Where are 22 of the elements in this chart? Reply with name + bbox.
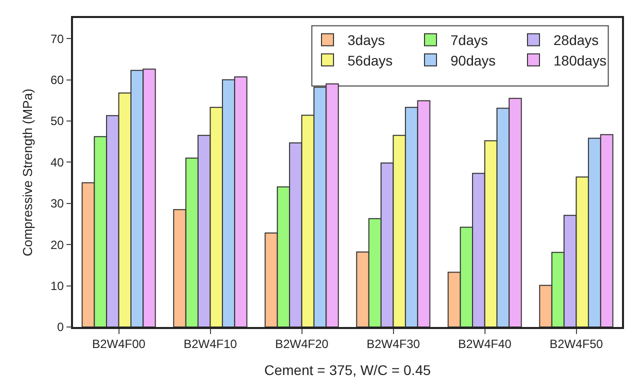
y-tick-label: 60: [50, 73, 64, 87]
legend-label: 3days: [348, 32, 385, 48]
y-tick-label: 40: [50, 155, 64, 170]
x-tick-label: B2W4F30: [366, 337, 420, 352]
legend-label: 90days: [450, 52, 496, 68]
y-tick-label: 50: [50, 114, 64, 128]
x-tick-label: B2W4F20: [275, 337, 329, 352]
x-tick-label: B2W4F50: [550, 337, 604, 352]
legend-label: 7days: [450, 32, 488, 48]
legend-label: 28days: [554, 32, 599, 48]
x-tick-label: B2W4F00: [92, 337, 146, 352]
legend-label: 180days: [554, 52, 606, 68]
y-tick-label: 0: [57, 320, 64, 334]
y-tick-label: 20: [50, 238, 64, 252]
y-tick-label: 30: [50, 196, 64, 211]
legend-label: 56days: [348, 52, 393, 68]
x-axis-title: Cement = 375, W/C = 0.45: [264, 362, 431, 378]
y-axis-title: Compressive Strength (MPa): [20, 88, 35, 256]
x-tick-label: B2W4F40: [458, 337, 512, 352]
x-tick-label: B2W4F10: [184, 337, 238, 352]
y-tick-label: 70: [50, 32, 64, 46]
y-tick-label: 10: [50, 279, 64, 293]
